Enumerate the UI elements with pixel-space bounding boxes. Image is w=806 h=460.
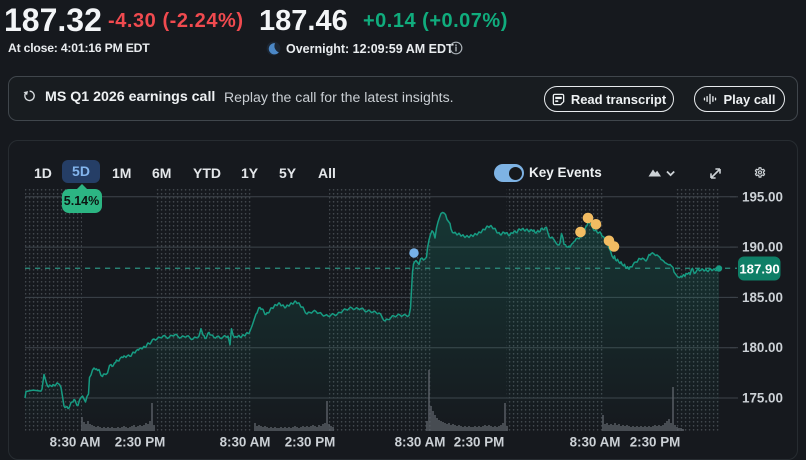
svg-text:195.00: 195.00 (742, 189, 783, 204)
svg-text:2:30 PM: 2:30 PM (454, 435, 505, 450)
svg-text:2:30 PM: 2:30 PM (630, 435, 681, 450)
svg-text:175.00: 175.00 (742, 391, 783, 406)
svg-text:190.00: 190.00 (742, 240, 783, 255)
svg-text:2:30 PM: 2:30 PM (115, 435, 166, 450)
svg-text:187.90: 187.90 (739, 262, 779, 277)
svg-text:8:30 AM: 8:30 AM (395, 435, 446, 450)
svg-text:2:30 PM: 2:30 PM (285, 435, 336, 450)
svg-text:180.00: 180.00 (742, 340, 783, 355)
svg-text:185.00: 185.00 (742, 290, 783, 305)
svg-text:8:30 AM: 8:30 AM (570, 435, 621, 450)
svg-text:8:30 AM: 8:30 AM (220, 435, 271, 450)
svg-text:8:30 AM: 8:30 AM (50, 435, 101, 450)
